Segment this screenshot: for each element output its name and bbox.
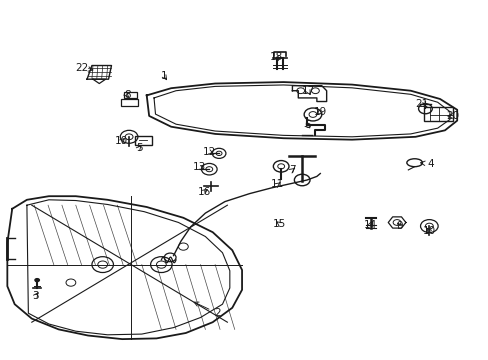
Text: 5: 5 (136, 143, 142, 153)
Text: 10: 10 (422, 226, 435, 236)
Text: 11: 11 (270, 179, 284, 189)
Text: 6: 6 (303, 120, 310, 130)
Text: 18: 18 (269, 52, 283, 62)
Text: 12: 12 (202, 147, 216, 157)
Text: 20: 20 (445, 111, 458, 121)
Text: 10: 10 (115, 136, 127, 147)
Text: 7: 7 (288, 165, 295, 175)
Text: 19: 19 (313, 107, 326, 117)
Bar (121, 99, 138, 106)
Text: 1: 1 (160, 71, 167, 81)
Text: 4: 4 (420, 159, 433, 169)
Text: 17: 17 (301, 86, 314, 96)
Text: 14: 14 (363, 220, 377, 230)
Text: 15: 15 (272, 219, 286, 229)
Text: 16: 16 (197, 186, 211, 197)
Text: 3: 3 (32, 291, 39, 301)
Text: 9: 9 (396, 221, 403, 231)
Bar (424, 107, 452, 121)
Text: 21: 21 (414, 99, 427, 109)
Text: 13: 13 (192, 162, 206, 172)
Text: 2: 2 (194, 302, 221, 318)
Text: 22: 22 (75, 63, 93, 73)
Text: 8: 8 (123, 90, 130, 100)
Bar (124, 92, 137, 98)
Circle shape (34, 278, 40, 282)
